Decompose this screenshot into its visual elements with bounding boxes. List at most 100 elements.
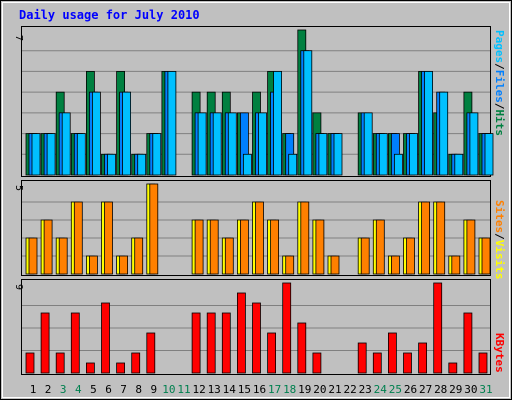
x-tick-label-day-1: 1 [30, 383, 37, 396]
bar-sites-day-6 [104, 201, 113, 275]
bar-kbytes-day-12 [191, 312, 201, 374]
bar-pages-day-2 [46, 133, 56, 176]
bar-kbytes-day-1 [25, 352, 35, 374]
bar-pages-day-29 [454, 153, 464, 176]
legend-visits-sites: Sites/Visits [493, 200, 506, 280]
bar-sites-day-31 [481, 237, 491, 275]
x-tick-label-day-13: 13 [208, 383, 221, 396]
bar-pages-day-27 [424, 71, 434, 176]
bar-kbytes-day-27 [418, 342, 428, 374]
panel-visits-ymax-label: 5 [13, 185, 24, 191]
bar-kbytes-day-6 [101, 302, 110, 374]
bar-sites-day-14 [224, 237, 234, 275]
x-tick-label-day-21: 21 [328, 383, 341, 396]
bar-kbytes-day-16 [252, 302, 261, 374]
legend-visits: Visits [493, 240, 506, 280]
bar-kbytes-day-28 [433, 282, 443, 374]
bar-sites-day-7 [119, 255, 128, 275]
bar-sites-day-27 [421, 201, 431, 275]
bar-sites-day-1 [28, 237, 38, 275]
bar-kbytes-day-15 [236, 292, 246, 374]
bar-kbytes-day-5 [86, 362, 95, 374]
bar-pages-day-15 [242, 153, 252, 176]
bar-kbytes-day-8 [131, 352, 141, 374]
bar-sites-day-24 [375, 219, 385, 275]
bar-pages-day-13 [212, 112, 222, 176]
x-tick-label-day-4: 4 [75, 383, 82, 396]
legend-sep-3: / [493, 233, 506, 240]
bar-pages-day-3 [61, 112, 71, 176]
bar-kbytes-day-3 [55, 352, 65, 374]
bar-pages-day-8 [137, 153, 147, 176]
bar-sites-day-8 [134, 237, 144, 275]
x-tick-label-day-14: 14 [223, 383, 237, 396]
legend-sites: Sites [493, 200, 506, 233]
legend-sep-1: / [493, 63, 506, 70]
x-tick-label-day-19: 19 [298, 383, 311, 396]
legend-sep-2: / [493, 103, 506, 110]
bar-sites-day-29 [451, 255, 461, 275]
x-tick-label-day-2: 2 [45, 383, 52, 396]
x-tick-label-day-22: 22 [343, 383, 356, 396]
x-tick-label-day-6: 6 [105, 383, 112, 396]
bar-pages-day-21 [333, 133, 343, 176]
bar-kbytes-day-2 [40, 312, 50, 374]
bar-pages-day-1 [31, 133, 41, 176]
bar-sites-day-19 [300, 201, 310, 275]
panel-hits-ymax-label: 7 [13, 35, 24, 41]
legend-kbytes: KBytes [493, 333, 506, 373]
bar-pages-day-25 [393, 153, 403, 176]
x-tick-label-day-3: 3 [60, 383, 67, 396]
legend-files: Files [493, 70, 506, 103]
x-tick-label-day-27: 27 [419, 383, 432, 396]
bar-sites-day-12 [194, 219, 204, 275]
bar-pages-day-14 [227, 112, 237, 176]
chart-title: Daily usage for July 2010 [19, 8, 200, 22]
svg-text:Sites/Visits: Sites/Visits [493, 200, 506, 280]
x-tick-label-day-18: 18 [283, 383, 296, 396]
x-tick-label-day-11: 11 [177, 383, 190, 396]
bar-sites-day-20 [315, 219, 325, 275]
bar-pages-day-24 [378, 133, 388, 176]
x-tick-label-day-24: 24 [374, 383, 388, 396]
bar-pages-day-30 [469, 112, 479, 176]
bar-kbytes-day-4 [70, 312, 80, 374]
bar-pages-day-6 [107, 153, 116, 176]
bar-pages-day-19 [303, 50, 313, 176]
bar-pages-day-7 [122, 91, 131, 176]
bar-pages-day-23 [363, 112, 373, 176]
x-tick-label-day-31: 31 [479, 383, 492, 396]
bar-pages-day-5 [92, 91, 101, 176]
bars [25, 29, 494, 374]
bar-sites-day-13 [209, 219, 219, 275]
bar-kbytes-day-30 [463, 312, 473, 374]
bar-sites-day-26 [406, 237, 415, 275]
bar-kbytes-day-7 [116, 362, 125, 374]
svg-text:Pages/Files/Hits: Pages/Files/Hits [493, 30, 506, 136]
legend-hits: Hits [493, 110, 506, 137]
x-tick-label-day-7: 7 [120, 383, 127, 396]
bar-sites-day-30 [466, 219, 476, 275]
bar-kbytes-day-20 [312, 352, 322, 374]
bar-sites-day-23 [360, 237, 370, 275]
bar-kbytes-day-24 [372, 352, 382, 374]
legend-kbytes-label: KBytes [493, 333, 506, 373]
bar-kbytes-day-29 [448, 362, 458, 374]
bar-sites-day-4 [73, 201, 83, 275]
bar-pages-day-4 [76, 133, 86, 176]
bar-pages-day-10 [167, 71, 177, 176]
bar-sites-day-17 [270, 219, 280, 275]
x-tick-label-day-30: 30 [464, 383, 477, 396]
bar-kbytes-day-14 [221, 312, 231, 374]
x-tick-label-day-17: 17 [268, 383, 281, 396]
bar-sites-day-2 [43, 219, 53, 275]
bar-pages-day-31 [484, 133, 494, 176]
bar-sites-day-16 [255, 201, 264, 275]
bar-pages-day-26 [409, 133, 418, 176]
bar-sites-day-3 [58, 237, 68, 275]
x-tick-label-day-15: 15 [238, 383, 251, 396]
x-axis-day-labels: 1 2 3 4 5 6 7 8 9 10 11 12 13 14 15 16 17 18 19 20 21 22 23 24 2… [30, 383, 493, 396]
bar-kbytes-day-13 [206, 312, 216, 374]
